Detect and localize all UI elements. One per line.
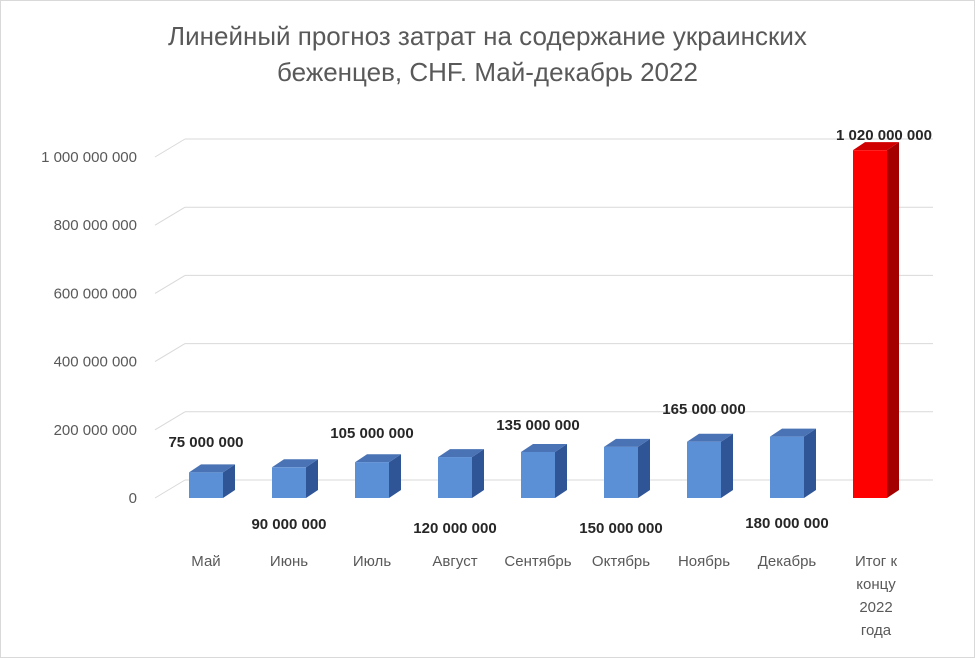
y-axis: 0 200 000 000 400 000 000 600 000 000 800 00…	[41, 149, 137, 507]
bar-front	[604, 446, 638, 498]
y-tick-label: 0	[129, 490, 137, 507]
bar	[687, 433, 733, 498]
bar-side	[472, 449, 484, 498]
bar-top	[189, 464, 235, 473]
x-tick-label: года	[861, 622, 892, 639]
x-tick-label: 2022	[859, 599, 892, 616]
x-tick-label: Итог к	[855, 553, 897, 570]
bar	[604, 438, 650, 498]
bar-top	[355, 454, 401, 463]
x-tick-label: Сентябрь	[504, 553, 571, 570]
bar-top	[604, 438, 650, 447]
x-tick-label: Ноябрь	[678, 553, 730, 570]
data-label: 120 000 000	[413, 520, 496, 537]
bar	[355, 454, 401, 498]
bar-front	[521, 451, 555, 498]
x-axis: Май Июнь Июль Август Сентябрь Октябрь Ноябрь Де…	[191, 553, 897, 639]
bar	[853, 142, 899, 498]
data-label: 180 000 000	[745, 515, 828, 532]
bar-side	[306, 459, 318, 498]
bar	[272, 459, 318, 498]
data-label: 105 000 000	[330, 425, 413, 442]
bar-top	[438, 449, 484, 458]
bar-front	[770, 436, 804, 498]
gridline-slant	[154, 479, 186, 499]
y-tick-label: 200 000 000	[54, 422, 137, 439]
data-label: 75 000 000	[168, 434, 243, 451]
data-label: 90 000 000	[251, 516, 326, 533]
bar-side	[804, 428, 816, 498]
data-labels: 75 000 000 90 000 000 105 000 000 120 000 0…	[168, 127, 932, 537]
x-tick-label: Июль	[353, 553, 391, 570]
bar-front	[687, 441, 721, 498]
bar-side	[721, 433, 733, 498]
data-label: 165 000 000	[662, 401, 745, 418]
y-tick-label: 1 000 000 000	[41, 149, 137, 166]
bar-side	[555, 443, 567, 498]
bar	[521, 443, 567, 498]
x-tick-label: Октябрь	[592, 553, 650, 570]
data-label: 1 020 000 000	[836, 127, 932, 144]
bar	[189, 464, 235, 498]
bar-front	[355, 462, 389, 498]
bars	[189, 142, 899, 498]
bar-side	[389, 454, 401, 498]
gridline-slant	[154, 411, 186, 431]
x-tick-label: концу	[856, 576, 896, 593]
data-label: 135 000 000	[496, 417, 579, 434]
bar-side	[223, 464, 235, 498]
x-tick-label: Май	[191, 553, 220, 570]
x-tick-label: Июнь	[270, 553, 308, 570]
bar-top	[770, 428, 816, 437]
bar-top	[521, 443, 567, 452]
data-label: 150 000 000	[579, 520, 662, 537]
gridline-slant	[154, 206, 186, 226]
bar-top	[687, 433, 733, 442]
bar-front	[853, 150, 887, 498]
y-tick-label: 800 000 000	[54, 217, 137, 234]
gridline-slant	[154, 343, 186, 363]
bar	[438, 449, 484, 498]
gridline-slant	[154, 138, 186, 158]
y-tick-label: 600 000 000	[54, 285, 137, 302]
bar-top	[853, 142, 899, 151]
x-tick-label: Декабрь	[758, 553, 817, 570]
bar-side	[638, 438, 650, 498]
chart-title: Линейный прогноз затрат на содержание ук…	[0, 18, 975, 90]
chart-title-line-1: Линейный прогноз затрат на содержание ук…	[168, 21, 807, 51]
bar-front	[438, 457, 472, 498]
gridline-slant	[154, 274, 186, 294]
bar-front	[272, 467, 306, 498]
bar-side	[887, 142, 899, 498]
gridlines	[154, 138, 933, 499]
chart-title-line-2: беженцев, CHF. Май-декабрь 2022	[277, 57, 698, 87]
bar-front	[189, 472, 223, 498]
x-tick-label: Август	[432, 553, 477, 570]
y-tick-label: 400 000 000	[54, 354, 137, 371]
bar	[770, 428, 816, 498]
bar-top	[272, 459, 318, 468]
